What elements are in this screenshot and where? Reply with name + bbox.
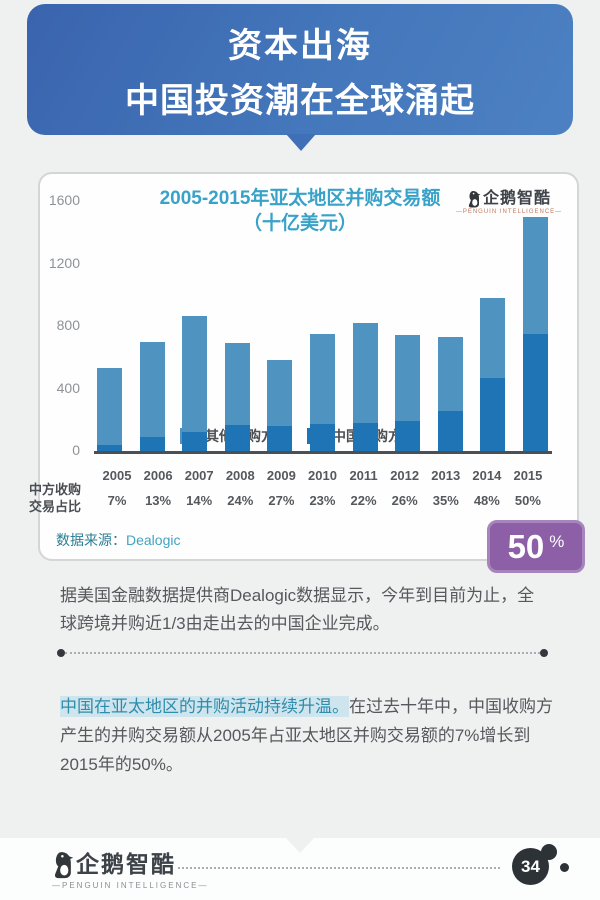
footer-dotted-line	[178, 867, 500, 869]
china-share-percent: 35%	[432, 493, 459, 508]
footer-brand-logo: 企鹅智酷 —PENGUIN INTELLIGENCE—	[52, 845, 208, 890]
bar-segment	[352, 323, 378, 423]
footer-notch	[286, 838, 314, 853]
paragraph-trend-rest: 在过去十年中，中国收购方产生的并购交易额从2005年占亚太地区并购交易额的7%增…	[60, 697, 553, 774]
bar-2009	[267, 360, 293, 451]
chart-title-line2: （十亿美元）	[242, 213, 357, 234]
year-label: 2012	[390, 468, 420, 483]
bar-segment	[522, 217, 548, 334]
year-label: 2010	[308, 468, 337, 483]
y-tick-label: 400	[56, 379, 80, 396]
footer-brand-subtitle: —PENGUIN INTELLIGENCE—	[52, 881, 209, 890]
bar-2013	[437, 337, 463, 451]
paragraph-trend: 中国在亚太地区的并购活动持续升温。在过去十年中，中国收购方产生的并购交易额从20…	[60, 692, 554, 779]
bar-2015	[522, 217, 548, 451]
bar-segment	[437, 337, 463, 411]
year-label: 2007	[184, 468, 214, 483]
y-tick-label: 1200	[48, 254, 80, 271]
china-share-percent: 23%	[309, 493, 336, 508]
china-share-percent: 7%	[107, 493, 127, 508]
bar-segment	[224, 343, 250, 425]
year-label: 2005	[102, 468, 132, 483]
bar-segment	[437, 411, 463, 451]
paragraph-dealogic: 据美国金融数据提供商Dealogic数据显示，今年到目前为止，全球跨境并购近1/…	[60, 586, 535, 633]
plot-area	[97, 198, 548, 451]
china-share-percent-labels: 7% 13% 14% 24% 27% 23% 22% 26% 35% 48% 50%	[97, 493, 548, 508]
bar-segment	[352, 423, 378, 451]
brand-name: 企鹅智酷	[482, 190, 551, 207]
divider-dot-right	[540, 649, 548, 657]
bar-segment	[267, 426, 293, 451]
bar-segment	[480, 298, 506, 378]
bar-segment	[97, 368, 122, 445]
bar-segment	[309, 334, 335, 424]
bar-segment	[224, 425, 250, 451]
brand-subtitle: —PENGUIN INTELLIGENCE—	[455, 209, 563, 215]
year-label: 2015	[513, 468, 543, 483]
footer: 企鹅智酷 —PENGUIN INTELLIGENCE— 34	[0, 838, 600, 900]
year-label: 2013	[431, 468, 461, 483]
penguin-icon	[54, 852, 74, 879]
bar-segment	[97, 445, 122, 451]
bar-segment	[480, 378, 506, 451]
footer-brand-name: 企鹅智酷	[76, 851, 176, 877]
banner-title-line2: 中国投资潮在全球涌起	[125, 81, 475, 120]
year-label: 2009	[266, 468, 296, 483]
bar-segment	[139, 437, 165, 451]
china-share-percent: 22%	[350, 493, 377, 508]
bar-segment	[182, 432, 208, 451]
data-source: 数据来源：Dealogic	[56, 530, 180, 550]
bar-2007	[182, 316, 208, 451]
bar-2005	[97, 368, 122, 451]
x-axis-year-labels: 2005 2006 2007 2008 2009 2010 2011 2012 2013 2014…	[97, 468, 548, 483]
bar-2006	[139, 342, 165, 451]
china-share-row-label: 中方收购 交易占比	[29, 482, 82, 514]
china-share-percent: 27%	[268, 493, 295, 508]
highlight-badge-50-percent: 50 %	[487, 520, 585, 573]
data-source-value: Dealogic	[126, 532, 181, 548]
banner-pointer	[286, 134, 316, 151]
bar-segment	[139, 342, 165, 437]
page-number-blob	[541, 844, 557, 860]
bar-segment	[309, 424, 335, 451]
bar-2014	[480, 298, 506, 451]
y-tick-label: 0	[72, 442, 80, 458]
divider-dotted-line	[65, 652, 540, 654]
bar-segment	[267, 360, 293, 426]
page-number-dot	[560, 863, 569, 872]
bar-2010	[309, 334, 335, 451]
year-label: 2011	[349, 468, 378, 483]
bar-2011	[352, 323, 378, 451]
bar-segment	[395, 335, 421, 421]
chart-title-line1: 2005-2015年亚太地区并购交易额	[159, 188, 441, 209]
section-divider	[57, 649, 548, 657]
china-share-percent: 48%	[473, 493, 500, 508]
bar-2008	[224, 343, 250, 451]
brand-logo: 企鹅智酷 —PENGUIN INTELLIGENCE—	[455, 184, 563, 215]
bar-segment	[395, 421, 421, 451]
x-axis-line	[94, 451, 552, 454]
bar-2012	[395, 335, 421, 451]
bar-segment	[182, 316, 208, 432]
penguin-icon	[468, 191, 481, 208]
china-share-percent: 24%	[227, 493, 254, 508]
badge-unit: %	[549, 531, 565, 551]
china-share-percent: 26%	[391, 493, 418, 508]
china-share-percent: 50%	[514, 493, 541, 508]
year-label: 2014	[472, 468, 502, 483]
y-tick-label: 1600	[48, 192, 80, 208]
year-label: 2008	[225, 468, 255, 483]
banner-title-line1: 资本出海	[228, 26, 372, 65]
chart-title: 2005-2015年亚太地区并购交易额 （十亿美元）	[100, 186, 500, 236]
data-source-label: 数据来源：	[56, 532, 126, 548]
bar-segment	[522, 334, 548, 451]
china-share-percent: 14%	[186, 493, 213, 508]
header-banner: 资本出海 中国投资潮在全球涌起	[27, 4, 573, 135]
divider-dot-left	[57, 649, 65, 657]
china-share-percent: 13%	[145, 493, 172, 508]
paragraph-trend-highlight: 中国在亚太地区的并购活动持续升温。	[60, 696, 349, 717]
badge-value: 50	[507, 527, 545, 565]
y-tick-label: 800	[56, 317, 80, 333]
year-label: 2006	[143, 468, 173, 483]
